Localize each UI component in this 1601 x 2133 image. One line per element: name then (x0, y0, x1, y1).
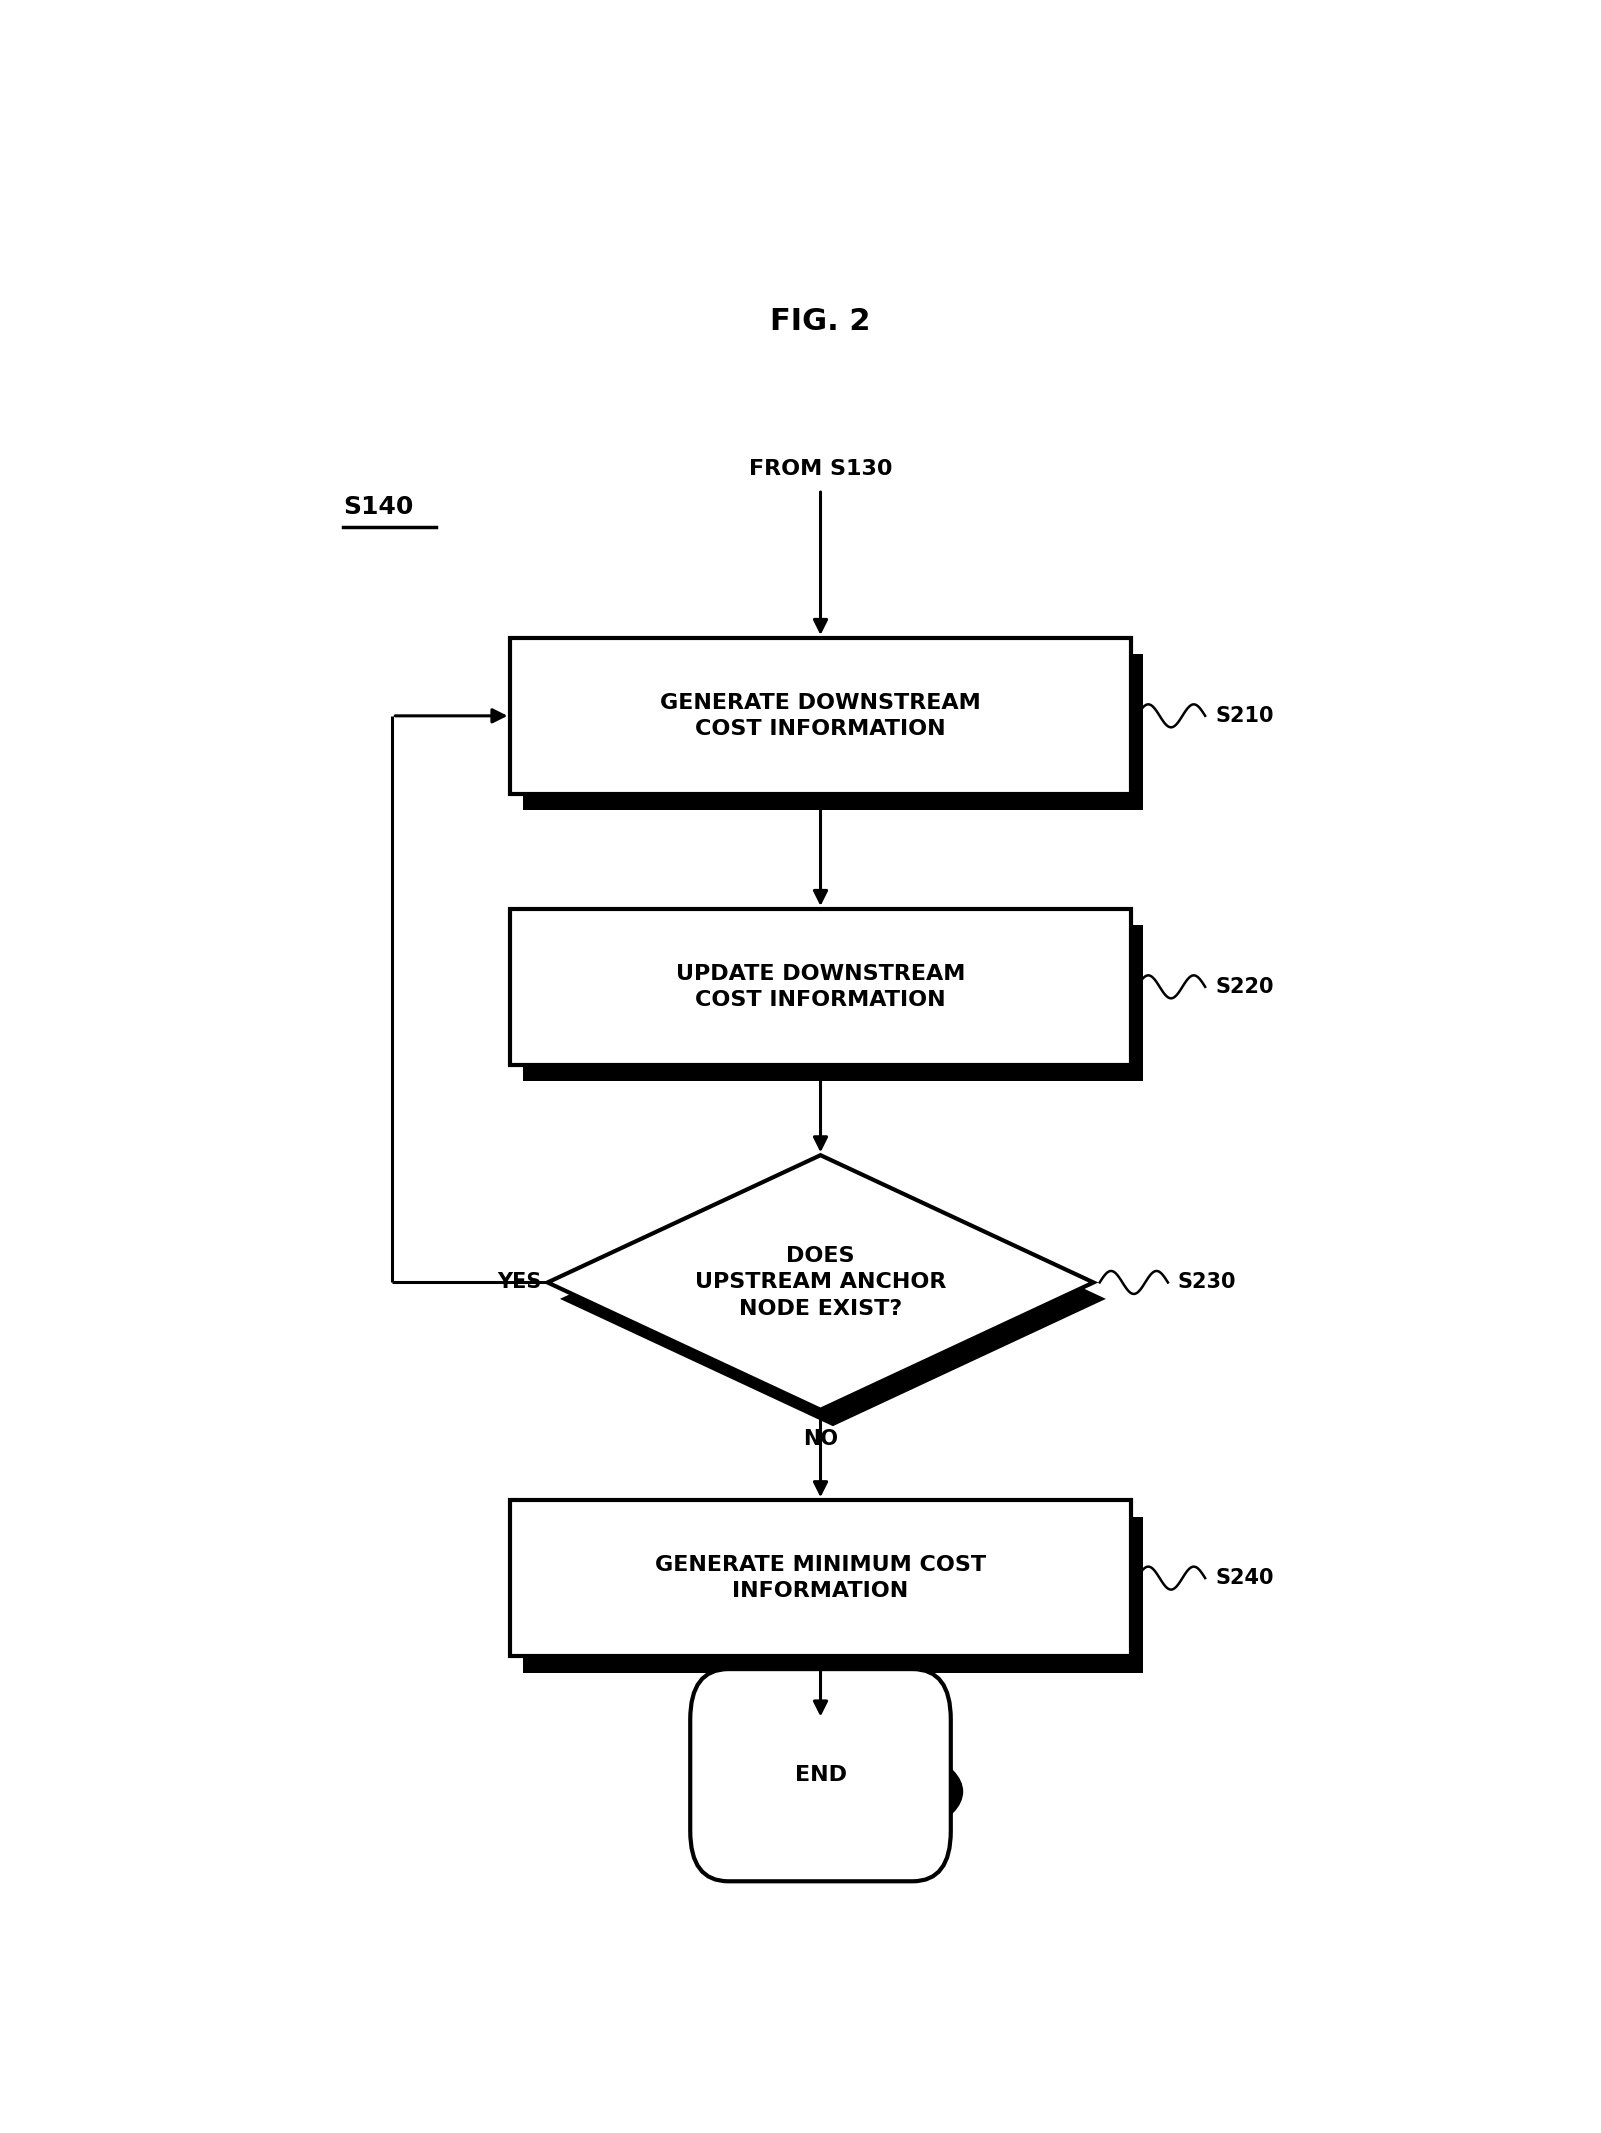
FancyBboxPatch shape (690, 1670, 951, 1881)
Text: FROM S130: FROM S130 (749, 459, 892, 480)
Text: S230: S230 (1178, 1273, 1236, 1293)
Text: S240: S240 (1215, 1568, 1273, 1589)
Text: END: END (794, 1766, 847, 1785)
Bar (511, 1499, 1130, 1655)
Bar (524, 1517, 1143, 1672)
Bar (511, 909, 1130, 1064)
Text: S140: S140 (343, 495, 413, 518)
Text: NO: NO (804, 1429, 837, 1450)
Text: GENERATE DOWNSTREAM
COST INFORMATION: GENERATE DOWNSTREAM COST INFORMATION (660, 693, 981, 738)
Bar (524, 655, 1143, 811)
Text: DOES
UPSTREAM ANCHOR
NODE EXIST?: DOES UPSTREAM ANCHOR NODE EXIST? (695, 1246, 946, 1318)
Text: S220: S220 (1215, 977, 1273, 996)
Bar (524, 926, 1143, 1081)
Text: GENERATE MINIMUM COST
INFORMATION: GENERATE MINIMUM COST INFORMATION (655, 1555, 986, 1602)
Polygon shape (560, 1171, 1106, 1427)
Text: UPDATE DOWNSTREAM
COST INFORMATION: UPDATE DOWNSTREAM COST INFORMATION (676, 964, 965, 1011)
Ellipse shape (703, 1736, 964, 1847)
Text: YES: YES (496, 1273, 541, 1293)
Polygon shape (548, 1156, 1093, 1410)
Bar (511, 638, 1130, 793)
Text: S210: S210 (1215, 706, 1273, 725)
Text: FIG. 2: FIG. 2 (770, 307, 871, 337)
